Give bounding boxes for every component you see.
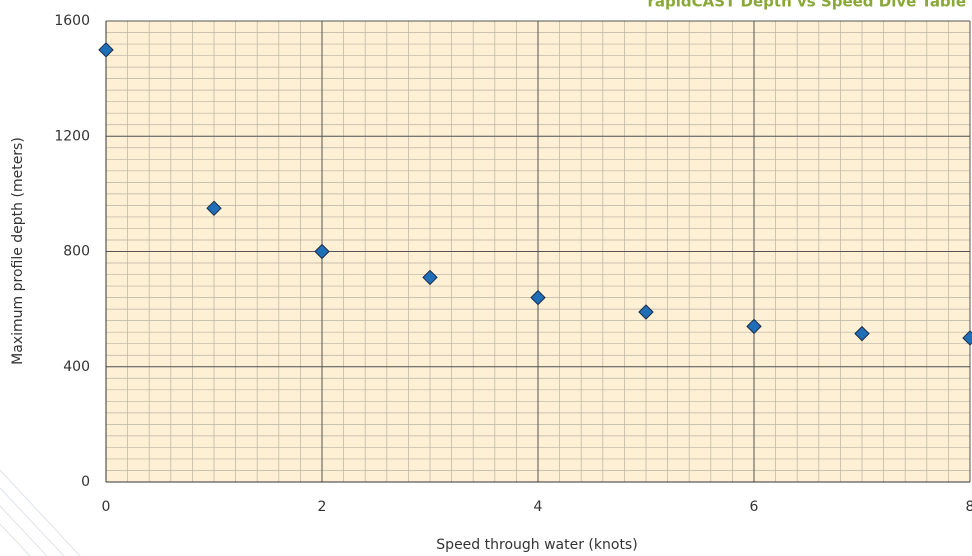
x-tick-label: 8 (966, 499, 972, 515)
data-point (854, 325, 870, 342)
data-point (530, 289, 546, 306)
y-tick-label: 1600 (54, 13, 90, 29)
y-tick-label: 1200 (54, 128, 90, 144)
chart-title: rapidCAST Depth vs Speed Dive Table (648, 0, 966, 11)
y-tick-label: 400 (63, 359, 90, 375)
x-tick-label: 2 (318, 499, 327, 515)
data-point (98, 42, 114, 58)
x-axis-label: Speed through water (knots) (436, 537, 637, 553)
x-tick-label: 6 (750, 499, 759, 515)
plot-area (105, 20, 971, 483)
data-point (746, 318, 762, 335)
data-point (206, 200, 222, 216)
data-point (422, 269, 438, 286)
y-axis-label: Maximum profile depth (meters) (10, 137, 26, 365)
data-point (638, 304, 654, 320)
x-tick-label: 0 (102, 499, 111, 515)
y-tick-label: 800 (63, 244, 90, 260)
decoration (0, 469, 81, 556)
x-tick-label: 4 (534, 499, 543, 515)
data-point (962, 330, 972, 346)
y-tick-label: 0 (81, 474, 90, 490)
data-point (314, 243, 330, 260)
